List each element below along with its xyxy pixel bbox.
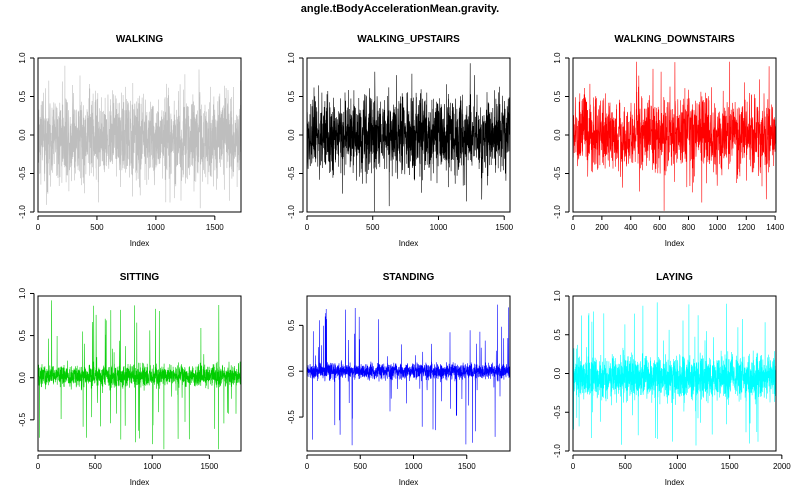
x-tick-label: 1500 (458, 462, 476, 471)
plot-frame (572, 295, 777, 452)
y-tick-label: 1.0 (553, 52, 562, 64)
x-tick-label: 1500 (495, 223, 513, 232)
y-tick-label: 0.0 (553, 367, 562, 379)
panel-title: SITTING (120, 272, 160, 283)
plot-frame (37, 57, 242, 213)
x-tick-label: 0 (305, 462, 310, 471)
x-tick-label: 500 (619, 462, 633, 471)
plot-frame (572, 57, 777, 213)
y-tick-label: 0.5 (18, 90, 27, 102)
y-tick-label: -0.5 (553, 405, 562, 419)
x-tick-label: 1500 (721, 462, 739, 471)
y-tick-label: -0.5 (18, 412, 27, 426)
y-tick-label: -0.5 (287, 410, 296, 424)
plot-frame (37, 295, 242, 452)
series-line (572, 61, 777, 211)
x-tick-label: 2000 (773, 462, 791, 471)
y-tick-label: 0.0 (287, 365, 296, 377)
x-tick-label: 1500 (206, 223, 224, 232)
y-tick-label: 0.5 (553, 90, 562, 102)
x-tick-label: 1200 (737, 223, 755, 232)
x-tick-label: 500 (354, 462, 368, 471)
y-tick-label: -1.0 (18, 205, 27, 219)
y-tick-label: 1.0 (18, 287, 27, 299)
y-tick-label: -0.5 (553, 166, 562, 180)
x-tick-label: 1000 (669, 462, 687, 471)
panel-title: WALKING (116, 34, 163, 45)
x-axis-label: Index (130, 239, 150, 248)
x-axis-label: Index (130, 478, 150, 487)
x-tick-label: 0 (36, 223, 41, 232)
panel-title: WALKING_DOWNSTAIRS (614, 34, 735, 45)
y-tick-label: 0.0 (18, 129, 27, 141)
x-tick-label: 0 (571, 462, 576, 471)
x-tick-label: 1500 (200, 462, 218, 471)
y-tick-label: -0.5 (287, 166, 296, 180)
series-line (37, 65, 242, 209)
x-tick-label: 1000 (405, 462, 423, 471)
series-line (572, 302, 777, 446)
x-tick-label: 500 (88, 462, 102, 471)
x-tick-label: 800 (682, 223, 696, 232)
series-line (306, 63, 511, 212)
plot-frame (306, 57, 511, 213)
y-tick-label: 0.5 (18, 329, 27, 341)
panel-title: LAYING (656, 272, 693, 283)
y-tick-label: 1.0 (553, 290, 562, 302)
y-tick-label: -1.0 (287, 205, 296, 219)
y-tick-label: 0.5 (287, 319, 296, 331)
series-line (37, 300, 242, 450)
x-axis-label: Index (665, 239, 685, 248)
y-tick-label: 0.5 (287, 90, 296, 102)
x-tick-label: 1000 (708, 223, 726, 232)
x-tick-label: 500 (90, 223, 104, 232)
page-title: angle.tBodyAccelerationMean.gravity. (300, 3, 500, 15)
series-line (306, 304, 511, 446)
y-tick-label: 1.0 (18, 52, 27, 64)
y-tick-label: -0.5 (18, 166, 27, 180)
x-axis-label: Index (665, 478, 685, 487)
x-tick-label: 600 (653, 223, 667, 232)
y-tick-label: 0.0 (553, 129, 562, 141)
x-tick-label: 1000 (143, 462, 161, 471)
panel-title: WALKING_UPSTAIRS (357, 34, 460, 45)
x-tick-label: 0 (305, 223, 310, 232)
x-tick-label: 1400 (766, 223, 784, 232)
y-tick-label: -1.0 (553, 444, 562, 458)
x-axis-label: Index (399, 239, 419, 248)
y-tick-label: 0.0 (287, 129, 296, 141)
x-tick-label: 0 (571, 223, 576, 232)
plot-frame (306, 295, 511, 452)
x-tick-label: 1000 (430, 223, 448, 232)
y-tick-label: 0.5 (553, 329, 562, 341)
x-tick-label: 0 (36, 462, 41, 471)
y-tick-label: 0.0 (18, 372, 27, 384)
x-tick-label: 400 (624, 223, 638, 232)
x-tick-label: 1000 (147, 223, 165, 232)
x-tick-label: 200 (595, 223, 609, 232)
y-tick-label: 1.0 (287, 52, 296, 64)
panel-title: STANDING (383, 272, 435, 283)
x-tick-label: 500 (366, 223, 380, 232)
x-axis-label: Index (399, 478, 419, 487)
y-tick-label: -1.0 (553, 205, 562, 219)
